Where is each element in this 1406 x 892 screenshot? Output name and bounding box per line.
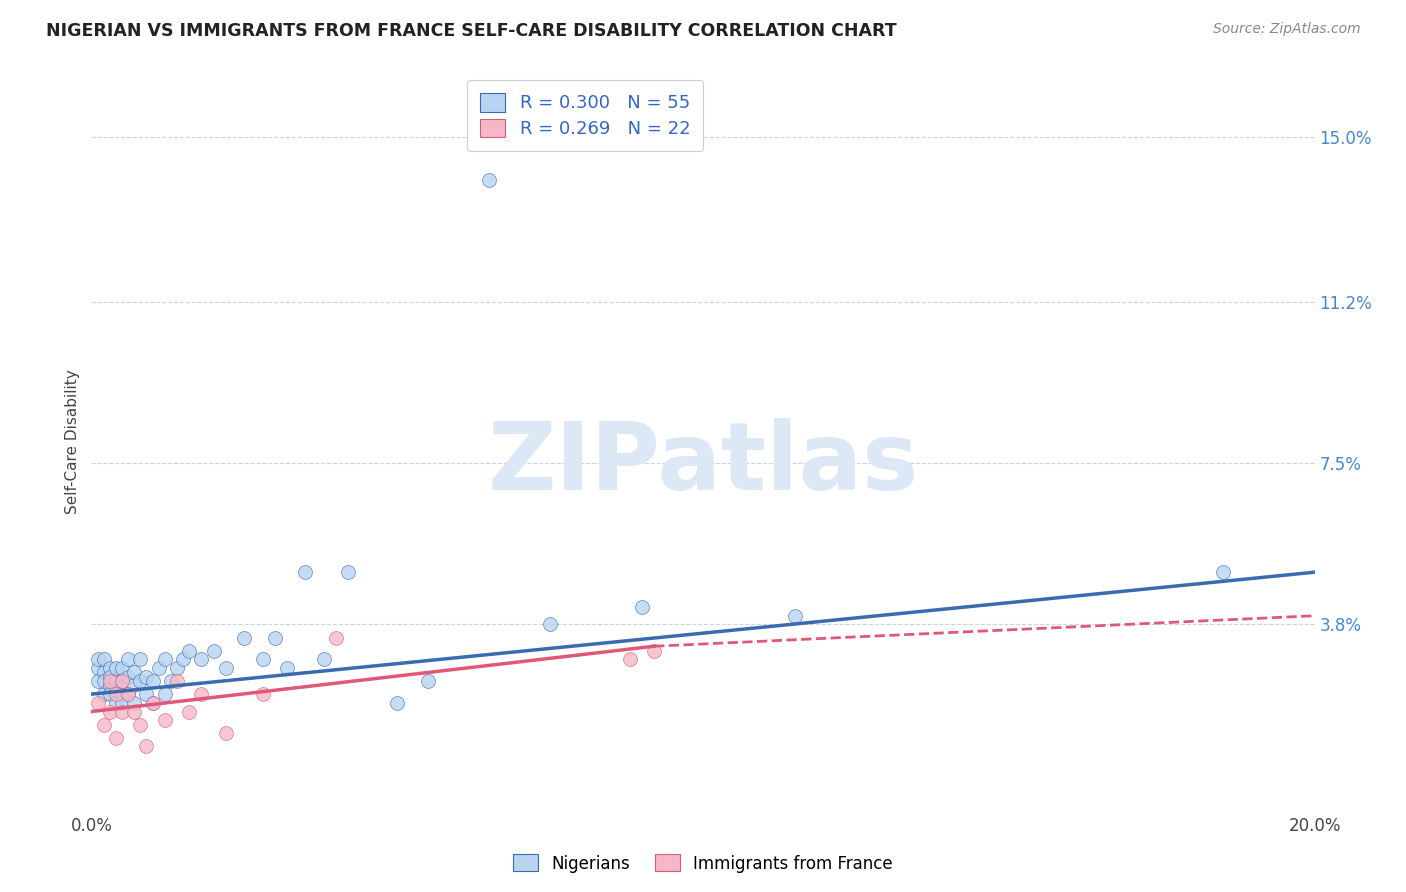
Legend: R = 0.300   N = 55, R = 0.269   N = 22: R = 0.300 N = 55, R = 0.269 N = 22 bbox=[467, 80, 703, 151]
Point bbox=[416, 674, 439, 689]
Point bbox=[104, 696, 127, 710]
Point bbox=[148, 661, 170, 675]
Point bbox=[98, 670, 121, 684]
Point bbox=[104, 674, 127, 689]
Point bbox=[122, 678, 145, 692]
Point bbox=[153, 713, 176, 727]
Point bbox=[93, 717, 115, 731]
Point bbox=[172, 652, 194, 666]
Point bbox=[129, 674, 152, 689]
Point bbox=[93, 652, 115, 666]
Point bbox=[141, 696, 163, 710]
Point bbox=[337, 565, 360, 579]
Point bbox=[179, 643, 201, 657]
Point bbox=[117, 670, 139, 684]
Point bbox=[385, 696, 409, 710]
Point bbox=[135, 670, 157, 684]
Point bbox=[252, 652, 274, 666]
Point bbox=[104, 687, 127, 701]
Point bbox=[98, 705, 121, 719]
Point bbox=[643, 643, 665, 657]
Point bbox=[111, 674, 134, 689]
Point bbox=[129, 717, 152, 731]
Point bbox=[111, 705, 134, 719]
Point bbox=[93, 665, 115, 680]
Point bbox=[783, 608, 806, 623]
Point bbox=[264, 631, 287, 645]
Point bbox=[104, 682, 127, 697]
Point bbox=[160, 674, 183, 689]
Point bbox=[117, 687, 139, 701]
Point bbox=[98, 678, 121, 692]
Point bbox=[104, 731, 127, 745]
Point bbox=[215, 726, 238, 740]
Point bbox=[117, 652, 139, 666]
Point bbox=[86, 674, 108, 689]
Point bbox=[141, 696, 163, 710]
Point bbox=[122, 705, 145, 719]
Point bbox=[135, 739, 157, 754]
Point bbox=[111, 674, 134, 689]
Point bbox=[111, 661, 134, 675]
Point bbox=[179, 705, 201, 719]
Point bbox=[1212, 565, 1234, 579]
Point bbox=[122, 665, 145, 680]
Text: ZIPatlas: ZIPatlas bbox=[488, 417, 918, 509]
Point bbox=[111, 696, 134, 710]
Point bbox=[129, 652, 152, 666]
Point bbox=[631, 600, 654, 615]
Text: NIGERIAN VS IMMIGRANTS FROM FRANCE SELF-CARE DISABILITY CORRELATION CHART: NIGERIAN VS IMMIGRANTS FROM FRANCE SELF-… bbox=[46, 22, 897, 40]
Point bbox=[190, 687, 212, 701]
Point bbox=[202, 643, 225, 657]
Point bbox=[86, 661, 108, 675]
Point bbox=[276, 661, 298, 675]
Point bbox=[86, 696, 108, 710]
Point bbox=[312, 652, 335, 666]
Point bbox=[98, 661, 121, 675]
Point bbox=[166, 661, 188, 675]
Point bbox=[117, 687, 139, 701]
Point bbox=[93, 687, 115, 701]
Point bbox=[98, 687, 121, 701]
Point bbox=[325, 631, 347, 645]
Point bbox=[619, 652, 641, 666]
Point bbox=[252, 687, 274, 701]
Point bbox=[122, 696, 145, 710]
Point bbox=[141, 674, 163, 689]
Legend: Nigerians, Immigrants from France: Nigerians, Immigrants from France bbox=[506, 847, 900, 880]
Point bbox=[153, 652, 176, 666]
Point bbox=[215, 661, 238, 675]
Point bbox=[190, 652, 212, 666]
Y-axis label: Self-Care Disability: Self-Care Disability bbox=[65, 369, 80, 514]
Point bbox=[135, 687, 157, 701]
Point bbox=[93, 674, 115, 689]
Point bbox=[478, 173, 501, 187]
Point bbox=[98, 674, 121, 689]
Point bbox=[111, 687, 134, 701]
Point bbox=[166, 674, 188, 689]
Text: Source: ZipAtlas.com: Source: ZipAtlas.com bbox=[1213, 22, 1361, 37]
Point bbox=[153, 687, 176, 701]
Point bbox=[86, 652, 108, 666]
Point bbox=[104, 661, 127, 675]
Point bbox=[538, 617, 561, 632]
Point bbox=[294, 565, 316, 579]
Point bbox=[233, 631, 256, 645]
